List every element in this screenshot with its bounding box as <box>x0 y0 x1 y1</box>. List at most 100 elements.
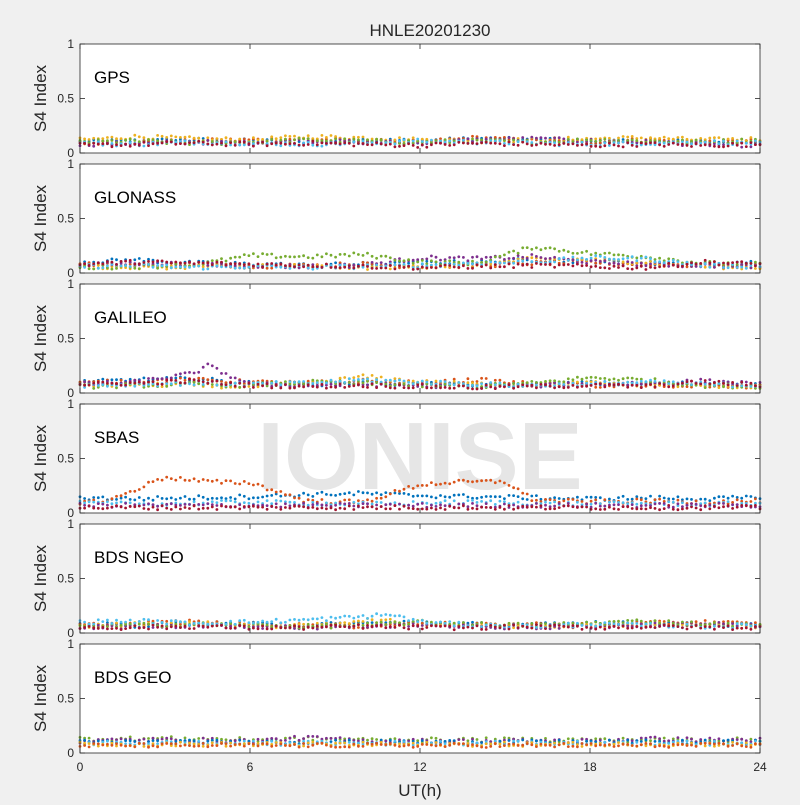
data-point <box>613 500 616 503</box>
data-point <box>325 493 328 496</box>
data-point <box>439 259 442 262</box>
data-point <box>389 268 392 271</box>
data-point <box>362 491 365 494</box>
data-point <box>174 379 177 382</box>
data-point <box>129 623 132 626</box>
data-point <box>111 622 114 625</box>
data-point <box>708 143 711 146</box>
data-point <box>485 256 488 259</box>
data-point <box>111 136 114 139</box>
data-point <box>88 384 91 387</box>
data-point <box>375 267 378 270</box>
data-point <box>371 267 374 270</box>
data-point <box>590 139 593 142</box>
data-point <box>307 494 310 497</box>
data-point <box>704 379 707 382</box>
data-point <box>165 140 168 143</box>
data-point <box>252 136 255 139</box>
data-point <box>138 620 141 623</box>
data-point <box>476 384 479 387</box>
data-point <box>101 381 104 384</box>
data-point <box>613 384 616 387</box>
data-point <box>229 499 232 502</box>
data-point <box>590 265 593 268</box>
data-point <box>631 139 634 142</box>
data-point <box>695 507 698 510</box>
data-point <box>658 143 661 146</box>
data-point <box>352 252 355 255</box>
data-point <box>83 502 86 505</box>
data-point <box>690 145 693 148</box>
data-point <box>152 266 155 269</box>
data-point <box>540 248 543 251</box>
data-point <box>590 259 593 262</box>
data-point <box>439 504 442 507</box>
data-point <box>581 257 584 260</box>
data-point <box>567 377 570 380</box>
data-point <box>352 384 355 387</box>
data-point <box>307 498 310 501</box>
data-point <box>640 383 643 386</box>
data-point <box>476 388 479 391</box>
data-point <box>334 508 337 511</box>
data-point <box>384 618 387 621</box>
data-point <box>654 377 657 380</box>
data-point <box>147 497 150 500</box>
data-point <box>439 380 442 383</box>
data-point <box>238 262 241 265</box>
data-point <box>480 141 483 144</box>
data-point <box>88 143 91 146</box>
data-point <box>129 619 132 622</box>
data-point <box>111 261 114 264</box>
data-point <box>599 382 602 385</box>
data-point <box>530 499 533 502</box>
data-point <box>727 145 730 148</box>
data-point <box>549 507 552 510</box>
data-point <box>480 621 483 624</box>
data-point <box>572 261 575 264</box>
y-tick-label: 1 <box>67 157 74 171</box>
data-point <box>727 262 730 265</box>
data-point <box>699 504 702 507</box>
data-point <box>412 144 415 147</box>
data-point <box>133 382 136 385</box>
data-point <box>540 383 543 386</box>
data-point <box>225 627 228 630</box>
data-point <box>544 501 547 504</box>
data-point <box>115 258 118 261</box>
data-point <box>631 622 634 625</box>
data-point <box>626 136 629 139</box>
data-point <box>298 619 301 622</box>
data-point <box>581 143 584 146</box>
data-point <box>357 384 360 387</box>
data-point <box>626 377 629 380</box>
data-point <box>526 385 529 388</box>
data-point <box>83 621 86 624</box>
data-point <box>83 507 86 510</box>
data-point <box>535 386 538 389</box>
data-point <box>316 492 319 495</box>
data-point <box>439 142 442 145</box>
data-point <box>699 383 702 386</box>
data-point <box>626 381 629 384</box>
data-point <box>357 136 360 139</box>
data-point <box>248 502 251 505</box>
data-point <box>576 496 579 499</box>
data-point <box>731 503 734 506</box>
data-point <box>120 497 123 500</box>
data-point <box>731 386 734 389</box>
data-point <box>558 141 561 144</box>
data-point <box>453 266 456 269</box>
data-point <box>197 480 200 483</box>
data-point <box>617 142 620 145</box>
data-point <box>430 496 433 499</box>
data-point <box>567 622 570 625</box>
data-point <box>343 625 346 628</box>
data-point <box>750 382 753 385</box>
data-point <box>115 143 118 146</box>
data-point <box>275 384 278 387</box>
data-point <box>206 502 209 505</box>
data-point <box>626 619 629 622</box>
data-point <box>421 259 424 262</box>
